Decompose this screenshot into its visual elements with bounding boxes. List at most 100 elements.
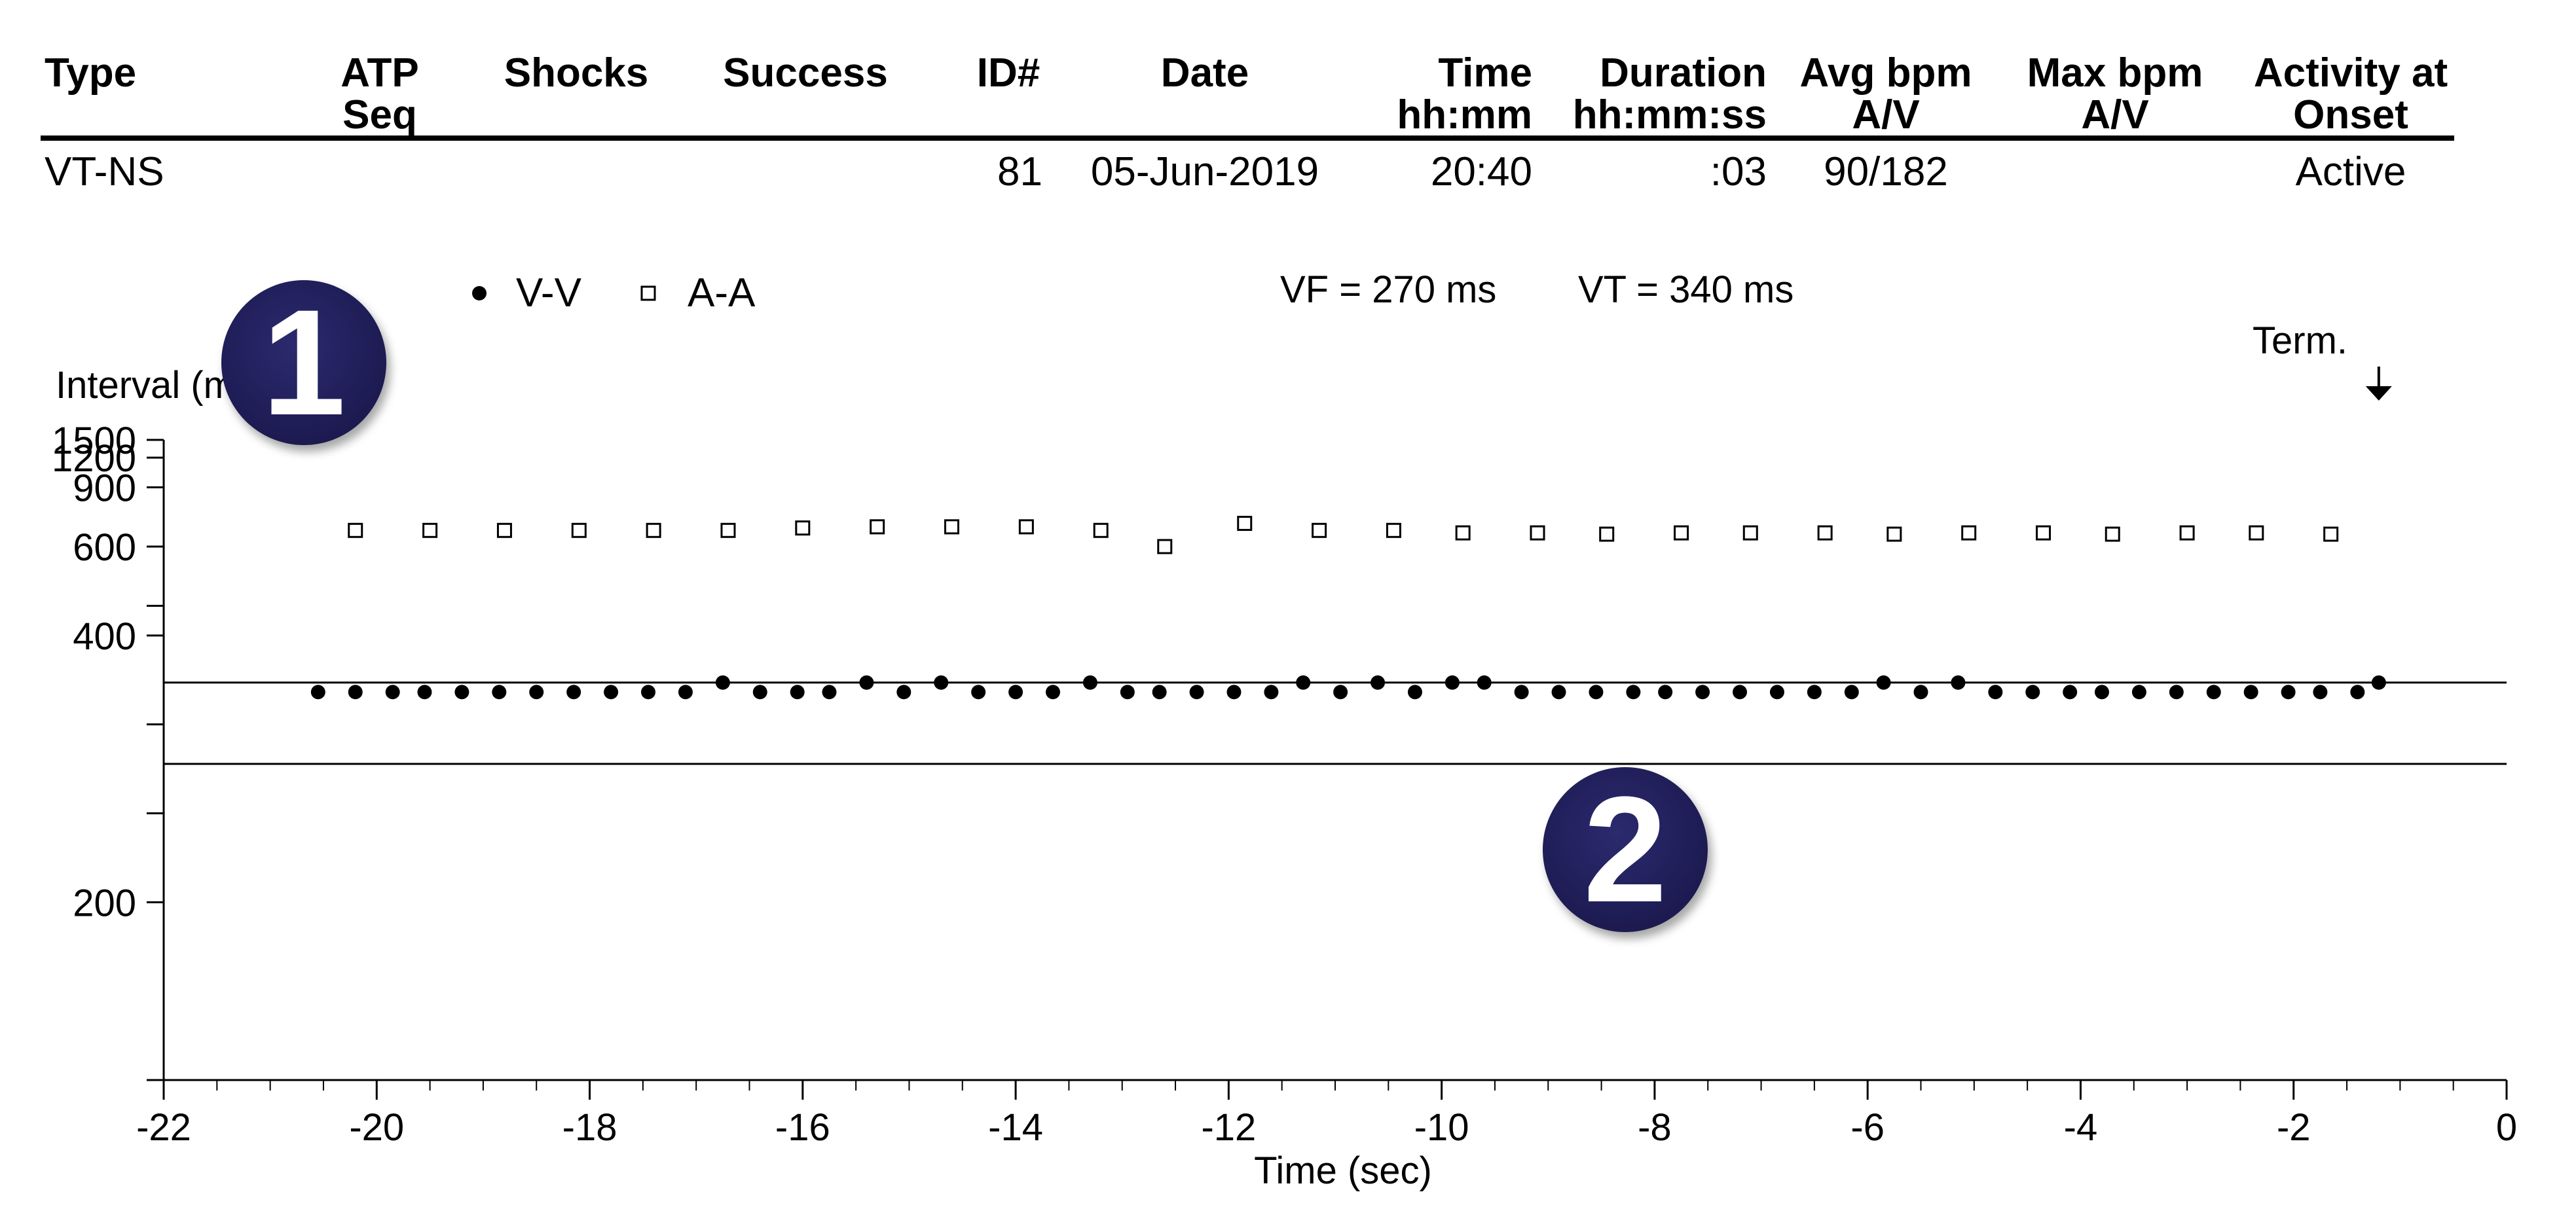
vv-point [2094,685,2109,700]
header-rule [41,135,2454,141]
vv-point [2350,685,2365,700]
x-tick-label: -10 [1414,1106,1469,1149]
vt-threshold-label: VT = 340 ms [1578,268,1794,311]
threshold-lines [164,681,2507,765]
header-time: Time hh:mm [1397,50,1532,137]
aa-point [1886,526,1902,542]
vv-point [1226,685,1242,700]
y-tick-label: 400 [73,615,136,658]
aa-point [1817,525,1833,541]
aa-point [422,522,438,538]
legend-vv-label: V-V [516,270,582,316]
vv-point [385,685,400,700]
vv-point [1046,685,1061,700]
vv-point [604,685,619,700]
x-tick-label: -12 [1201,1106,1256,1149]
cell-id: 81 [997,149,1042,194]
header-activity: Activity at Onset [2253,50,2448,137]
x-tick-label: -14 [988,1106,1043,1149]
vv-point [1551,685,1566,700]
x-tick-label: -4 [2064,1106,2098,1149]
vv-point [566,685,581,700]
vv-point [1913,685,1928,700]
vv-point [1988,685,2003,700]
vv-point [1264,685,1279,700]
vv-point [1658,685,1673,700]
vv-point [2169,685,2184,700]
vv-point [640,685,655,700]
cell-date: 05-Jun-2019 [1090,149,1319,194]
y-tick-label: 1200 [52,437,136,480]
y-tick-label: 900 [73,467,136,509]
vv-point [859,675,874,690]
header-shocks: Shocks [504,50,649,96]
x-tick-label: -8 [1638,1106,1672,1149]
x-tick-label: -22 [136,1106,191,1149]
y-tick-label: 1500 [52,420,136,462]
term-arrow-head [2365,386,2392,401]
aa-point [944,519,960,535]
episode-table: Type ATP Seq Shocks Success ID# Date Time… [0,0,2576,209]
vv-point [1407,685,1422,700]
aa-point [496,522,512,538]
vv-point [678,685,693,700]
vv-point [1876,675,1891,690]
vv-point [2206,685,2221,700]
vv-point [2313,685,2328,700]
vv-point [934,675,949,690]
vv-point [492,685,507,700]
aa-point [1674,525,1689,541]
aa-point [571,522,587,538]
vv-point [2371,675,2386,690]
vv-point [2243,685,2258,700]
aa-point [1018,519,1034,535]
vv-point [1333,685,1348,700]
vv-point [1444,675,1460,690]
vv-point [1844,685,1859,700]
aa-series [348,516,2339,554]
vv-point [310,685,325,700]
header-atp-seq: ATP Seq [340,50,419,137]
vv-point [1695,685,1710,700]
vv-point [348,685,363,700]
vv-point [715,675,730,690]
vv-point [1951,675,1966,690]
x-tick-label: -16 [775,1106,830,1149]
vv-point [971,685,986,700]
vv-point [1807,685,1822,700]
vv-point [454,685,469,700]
vv-point [1152,685,1167,700]
vv-point [1189,685,1204,700]
vv-point [1733,685,1748,700]
term-annotation-label: Term. [2253,319,2347,362]
aa-point [1742,525,1758,541]
aa-point [1599,526,1615,542]
vv-point [1296,675,1311,690]
cell-time: 20:40 [1430,149,1532,194]
cell-type: VT-NS [45,149,164,194]
aa-point [1961,525,1977,541]
vv-point [1477,675,1492,690]
aa-point [2179,525,2195,541]
aa-point [1530,525,1545,541]
vf-threshold-label: VF = 270 ms [1280,268,1496,311]
x-tick-label: -2 [2277,1106,2311,1149]
aa-point [2036,525,2052,541]
legend-aa-label: A-A [688,270,756,316]
header-type: Type [45,50,137,96]
aa-point [1455,525,1471,541]
aa-point [646,522,661,538]
aa-point [2105,526,2120,542]
cell-activity: Active [2295,149,2406,194]
vv-point [1082,675,1097,690]
legend-vv-marker [472,286,487,300]
callout-badge-1: 1 [221,280,386,445]
aa-point [348,522,363,538]
aa-point [795,520,811,536]
aa-point [1386,522,1401,538]
header-date: Date [1160,50,1249,96]
vv-point [417,685,432,700]
x-tick-label: 0 [2496,1106,2517,1149]
